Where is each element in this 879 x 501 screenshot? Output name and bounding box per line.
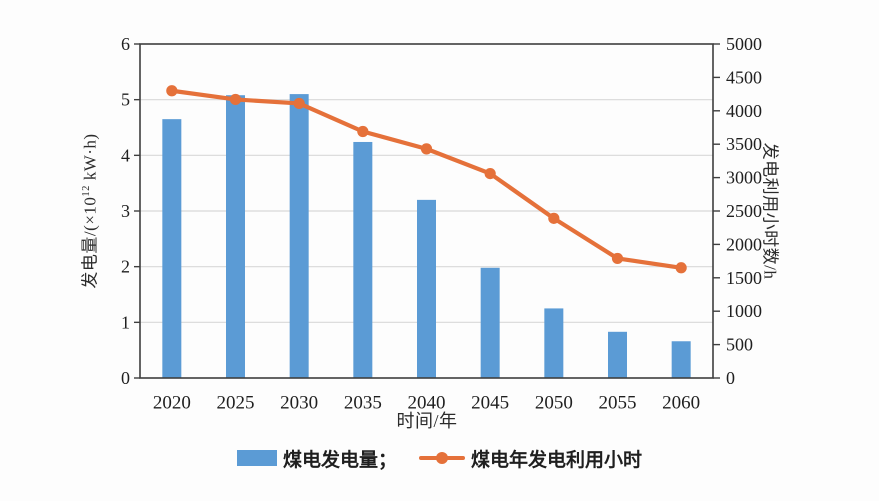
x-tick-label: 2030 — [280, 393, 318, 414]
line-marker-2060 — [675, 262, 687, 274]
left-axis-title-prefix: 发电量/(×10 — [80, 196, 100, 289]
x-tick-label: 2020 — [153, 393, 191, 414]
line-marker-2040 — [420, 143, 433, 155]
line-marker-2035 — [357, 125, 369, 138]
line-marker-2030 — [293, 97, 305, 110]
left-axis-title: 发电量/(×1012 kW·h) — [76, 133, 101, 288]
legend-item-bar-series: 煤电发电量； — [236, 445, 397, 472]
left-axis-tick-label: 0 — [121, 368, 130, 388]
x-tick-label: 2025 — [217, 393, 255, 414]
x-tick-label: 2045 — [471, 393, 509, 414]
right-axis-tick-label: 4000 — [726, 101, 762, 121]
line-swatch-marker-icon — [436, 452, 448, 464]
right-axis-tick-label: 4500 — [726, 67, 762, 87]
right-axis-tick-label: 1500 — [726, 268, 762, 288]
right-axis-tick-label: 2500 — [726, 201, 762, 221]
x-axis-title: 时间/年 — [396, 411, 458, 431]
left-axis-title-exponent: 12 — [80, 185, 92, 197]
right-axis-tick-label: 1000 — [726, 301, 762, 321]
line-series-label: 煤电年发电利用小时 — [471, 449, 643, 471]
x-tick-label: 2035 — [344, 393, 382, 414]
x-tick-label: 2050 — [535, 393, 573, 414]
x-tick-label: 2060 — [662, 393, 700, 414]
line-marker-2045 — [484, 167, 496, 180]
legend-item-line-series: 煤电年发电利用小时 — [419, 445, 642, 472]
bar-2030 — [289, 94, 309, 378]
bar-2050 — [544, 308, 564, 378]
bar-2035 — [353, 141, 373, 378]
left-axis-tick-label: 2 — [121, 257, 130, 277]
right-axis-tick-label: 5000 — [726, 34, 762, 54]
bar-2060 — [671, 341, 691, 378]
bar-series-label: 煤电发电量； — [282, 449, 397, 471]
bar-2025 — [226, 95, 245, 379]
left-axis-tick-label: 5 — [121, 90, 130, 110]
left-axis-tick-label: 4 — [121, 145, 130, 165]
left-axis-tick-label: 3 — [121, 201, 130, 221]
bar-series-swatch — [236, 450, 277, 466]
x-tick-label: 2040 — [408, 393, 446, 414]
line-marker-2025 — [229, 93, 242, 106]
bar-2040 — [417, 199, 436, 378]
bar-2055 — [608, 331, 627, 378]
left-axis-tick-label: 1 — [121, 312, 130, 332]
line-marker-2055 — [611, 252, 624, 265]
line-series-swatch — [419, 450, 465, 466]
bar-2020 — [162, 119, 182, 379]
line-marker-2050 — [548, 212, 560, 224]
right-axis-tick-label: 0 — [726, 368, 735, 388]
right-axis-tick-label: 500 — [726, 335, 753, 355]
left-axis-tick-label: 6 — [121, 34, 130, 54]
right-axis-tick-label: 3000 — [726, 168, 762, 188]
left-axis-title-suffix: kW·h) — [80, 133, 100, 186]
bar-2045 — [480, 267, 500, 378]
right-axis-tick-label: 2000 — [726, 234, 762, 254]
right-axis-tick-label: 3500 — [726, 134, 762, 154]
x-tick-label: 2055 — [599, 393, 637, 414]
line-marker-2020 — [166, 85, 178, 97]
legend: 煤电发电量； 煤电年发电利用小时 — [0, 444, 879, 472]
right-axis-title: 发电利用小时数/h — [760, 142, 780, 280]
